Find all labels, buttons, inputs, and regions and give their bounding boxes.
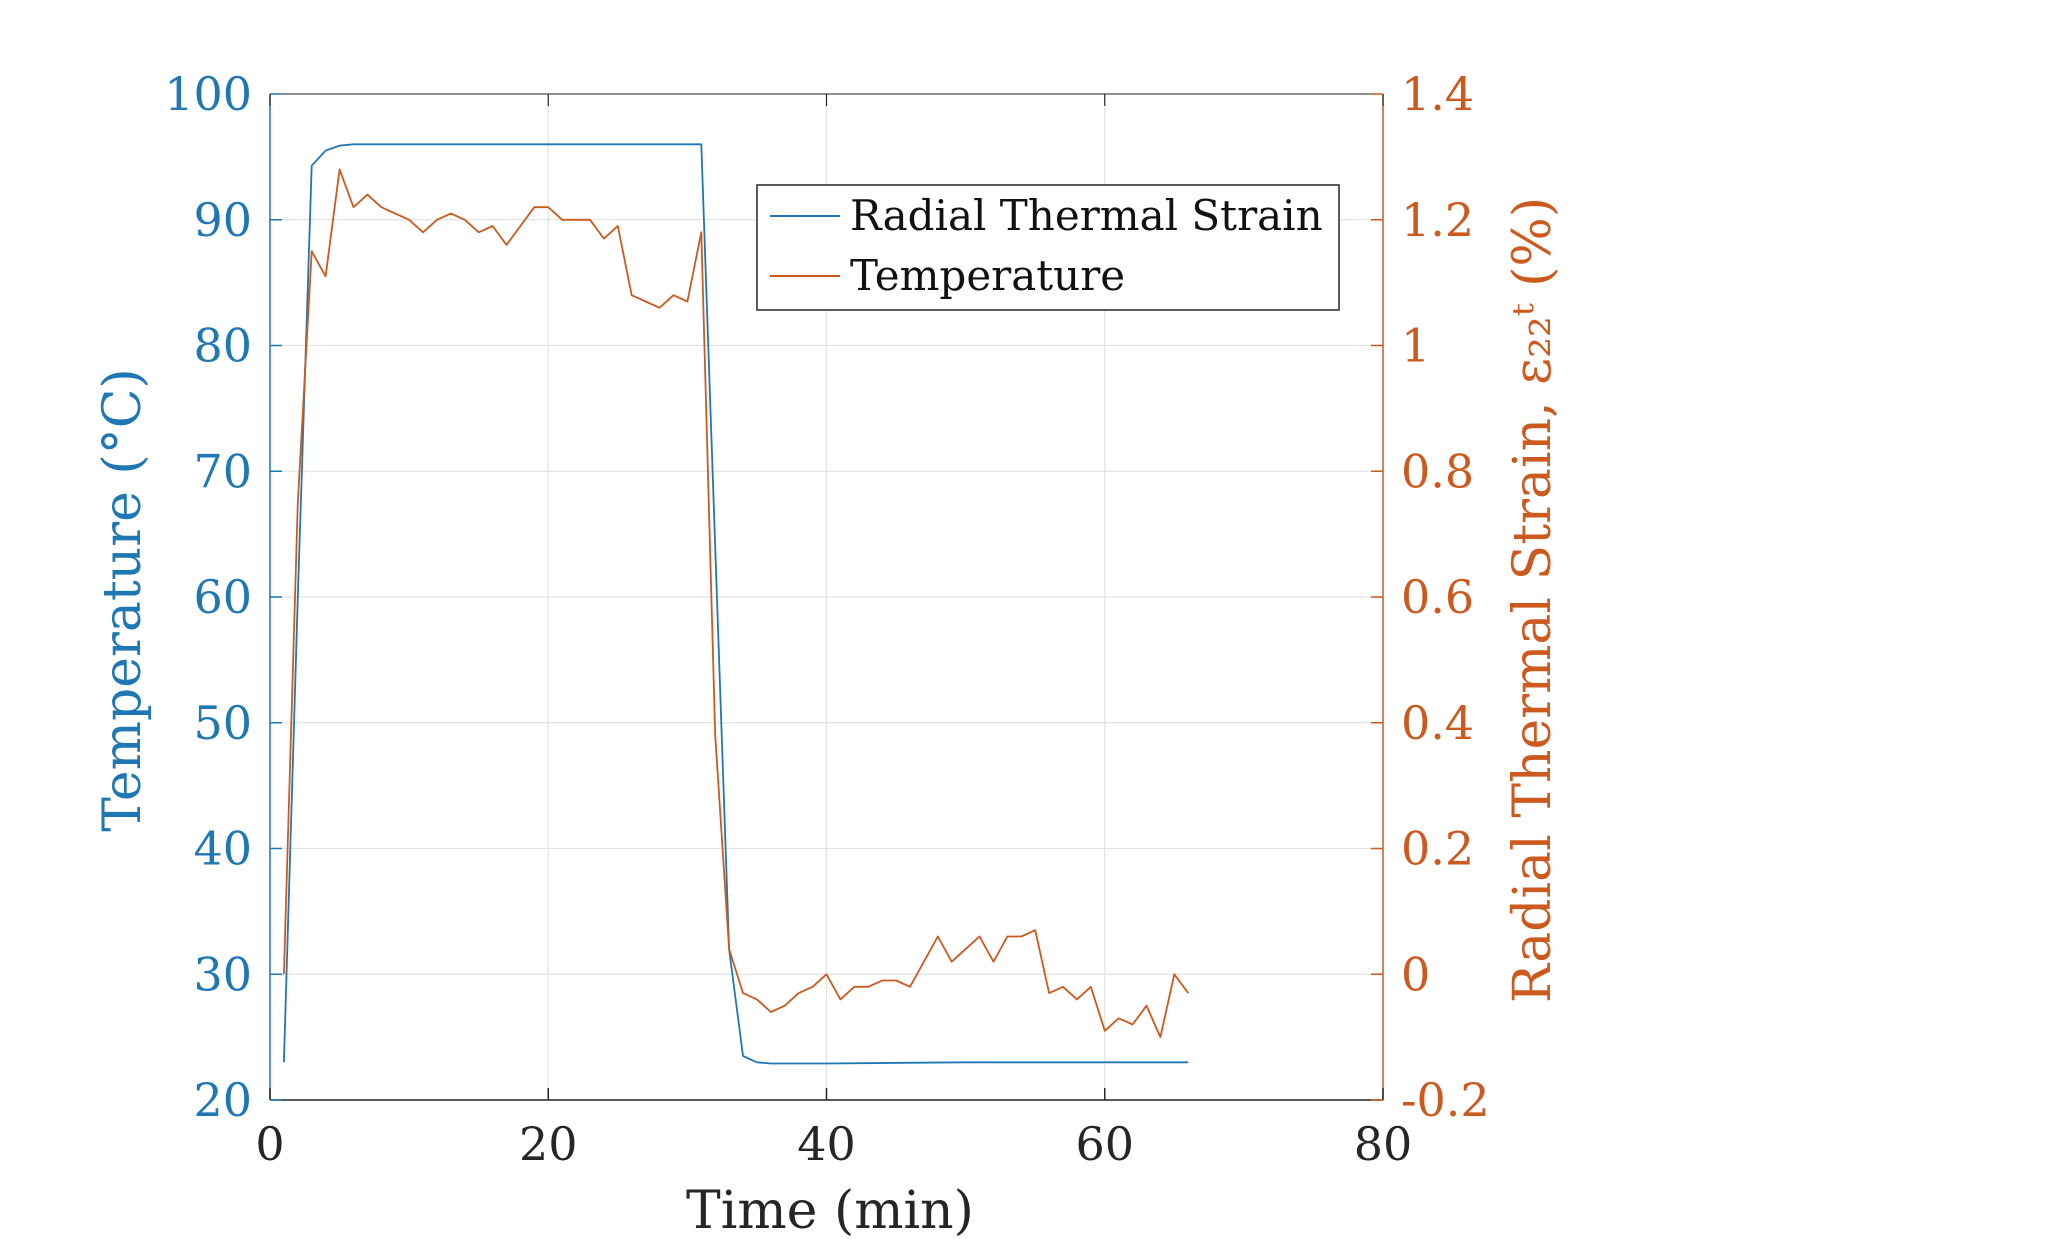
y-right-tick-label-0: -0.2 (1401, 1073, 1490, 1127)
y-left-tick-label-5: 70 (193, 444, 252, 498)
series-layer (283, 143, 1189, 1065)
y-left-tick-label-4: 60 (193, 570, 252, 624)
y-left-tick-label-8: 100 (164, 67, 252, 121)
y-left-axis-label: Temperature (°C) (93, 368, 153, 832)
y-right-tick-label-3: 0.4 (1401, 696, 1474, 750)
x-tick-label-2: 40 (797, 1117, 856, 1171)
y-right-tick-label-1: 0 (1401, 947, 1430, 1001)
y-left-tick-label-6: 80 (193, 319, 252, 373)
y-right-tick-label-4: 0.6 (1401, 570, 1474, 624)
legend: Radial Thermal Strain Temperature (756, 184, 1340, 311)
legend-entry-strain: Radial Thermal Strain (850, 191, 1323, 240)
legend-box (756, 184, 1340, 311)
legend-entry-temperature: Temperature (850, 251, 1125, 300)
y-right-tick-label-5: 0.8 (1401, 444, 1474, 498)
y-left-tick-label-2: 40 (193, 822, 252, 876)
tick-labels: 0 20 40 60 802030405060708090100-0.200.20.40… (164, 67, 1490, 1171)
x-tick-label-4: 80 (1354, 1117, 1413, 1171)
y-right-tick-label-8: 1.4 (1401, 67, 1474, 121)
axes (269, 93, 1384, 1101)
x-axis-label: Time (min) (686, 1181, 974, 1241)
y-right-tick-label-7: 1.2 (1401, 193, 1474, 247)
x-tick-label-0: 0 (255, 1117, 284, 1171)
series-line-radial-thermal-strain (283, 143, 1189, 1065)
x-tick-label-3: 60 (1075, 1117, 1134, 1171)
series-line-temperature (283, 168, 1189, 1038)
x-tick-label-1: 20 (519, 1117, 578, 1171)
y-left-tick-label-7: 90 (193, 193, 252, 247)
y-left-tick-label-1: 30 (193, 947, 252, 1001)
y-right-tick-label-6: 1 (1401, 319, 1430, 373)
y-left-tick-label-3: 50 (193, 696, 252, 750)
y-right-axis-label: Radial Thermal Strain, ε₂₂ᵗ (%) (1503, 197, 1563, 1003)
y-left-tick-label-0: 20 (193, 1073, 252, 1127)
y-right-tick-label-2: 0.2 (1401, 822, 1474, 876)
